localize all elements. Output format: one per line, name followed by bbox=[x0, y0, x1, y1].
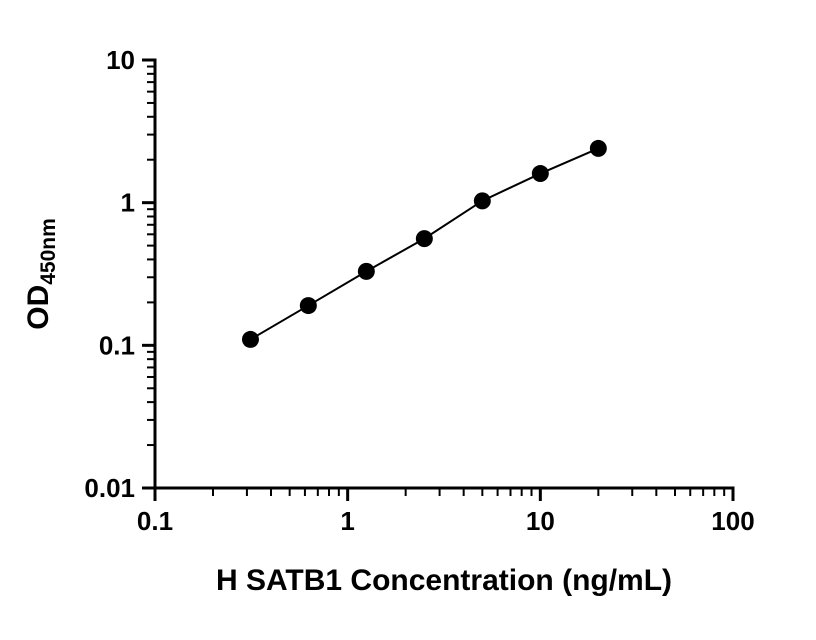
y-tick-label: 10 bbox=[106, 45, 135, 75]
y-axis-title-main: OD bbox=[22, 285, 55, 330]
x-tick-label: 0.1 bbox=[137, 506, 173, 536]
data-series bbox=[241, 139, 607, 348]
x-axis-title: H SATB1 Concentration (ng/mL) bbox=[216, 564, 672, 597]
data-point bbox=[299, 297, 317, 315]
data-point bbox=[531, 165, 549, 183]
data-point bbox=[415, 230, 433, 248]
x-tick-label: 10 bbox=[526, 506, 555, 536]
data-point bbox=[589, 139, 607, 157]
x-tick-label: 1 bbox=[340, 506, 354, 536]
y-axis-title: OD450nm bbox=[22, 218, 60, 330]
data-point bbox=[357, 262, 375, 280]
y-tick-label: 1 bbox=[121, 188, 135, 218]
y-tick-label: 0.01 bbox=[84, 473, 135, 503]
data-point bbox=[241, 330, 259, 348]
x-tick-label: 100 bbox=[711, 506, 754, 536]
y-axis-title-subscript: 450nm bbox=[37, 218, 60, 285]
y-tick-label: 0.1 bbox=[99, 330, 135, 360]
axes bbox=[142, 58, 735, 501]
data-point bbox=[473, 192, 491, 210]
